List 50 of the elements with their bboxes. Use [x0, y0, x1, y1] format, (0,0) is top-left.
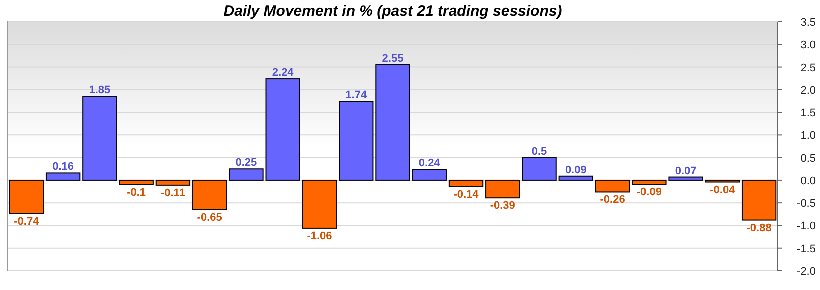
- bar: [302, 180, 338, 229]
- y-tick-label: -0.5: [797, 198, 816, 210]
- bar: [339, 101, 374, 181]
- data-label: 2.24: [272, 67, 295, 80]
- data-label: -0.11: [160, 187, 186, 200]
- data-label: -0.88: [746, 222, 772, 234]
- y-tick-label: 1.0: [800, 130, 816, 142]
- data-label: -0.09: [636, 186, 662, 199]
- data-label: 1.85: [89, 84, 111, 97]
- y-tick-label: 3.5: [800, 17, 816, 29]
- data-label: 0.25: [236, 157, 258, 170]
- y-tick-label: 2.0: [800, 84, 816, 97]
- data-label: -0.65: [197, 212, 222, 224]
- bar: [46, 172, 81, 181]
- bar: [229, 168, 264, 181]
- y-tick-label: -2.0: [797, 266, 816, 278]
- y-tick-label: 1.5: [800, 108, 816, 120]
- y-tick-label: 3.0: [800, 40, 816, 52]
- bar: [742, 180, 777, 221]
- chart-title: Daily Movement in % (past 21 trading sessions): [224, 3, 562, 20]
- y-tick-label: 0.5: [800, 152, 816, 165]
- bar: [156, 180, 191, 186]
- data-label: -0.74: [14, 216, 40, 228]
- bar: [192, 180, 228, 210]
- bar: [486, 180, 520, 199]
- data-label: -0.14: [454, 188, 480, 201]
- y-tick-label: -1.0: [797, 220, 816, 233]
- bar: [376, 64, 410, 181]
- bar: [522, 157, 557, 181]
- bar: [412, 169, 447, 181]
- y-tick-label: 2.5: [800, 62, 816, 74]
- y-tick-label: 0.0: [800, 175, 816, 188]
- bar: [266, 78, 300, 181]
- bar: [9, 180, 44, 214]
- data-label: 0.09: [565, 164, 587, 176]
- bar: [595, 180, 630, 193]
- data-label: -1.06: [307, 230, 332, 242]
- data-label: 0.07: [675, 165, 697, 178]
- data-label: 0.24: [418, 158, 442, 170]
- data-label: -0.26: [600, 194, 626, 206]
- data-label: 0.5: [532, 146, 548, 158]
- data-label: -0.1: [127, 186, 146, 199]
- data-label: 2.55: [382, 53, 404, 66]
- bar: [558, 176, 594, 181]
- data-label: -0.39: [490, 200, 516, 212]
- bar: [448, 180, 484, 188]
- y-tick-label: -1.5: [797, 243, 816, 256]
- data-label: -0.04: [710, 184, 736, 196]
- data-label: 0.16: [52, 161, 74, 174]
- data-label: 1.74: [346, 90, 368, 102]
